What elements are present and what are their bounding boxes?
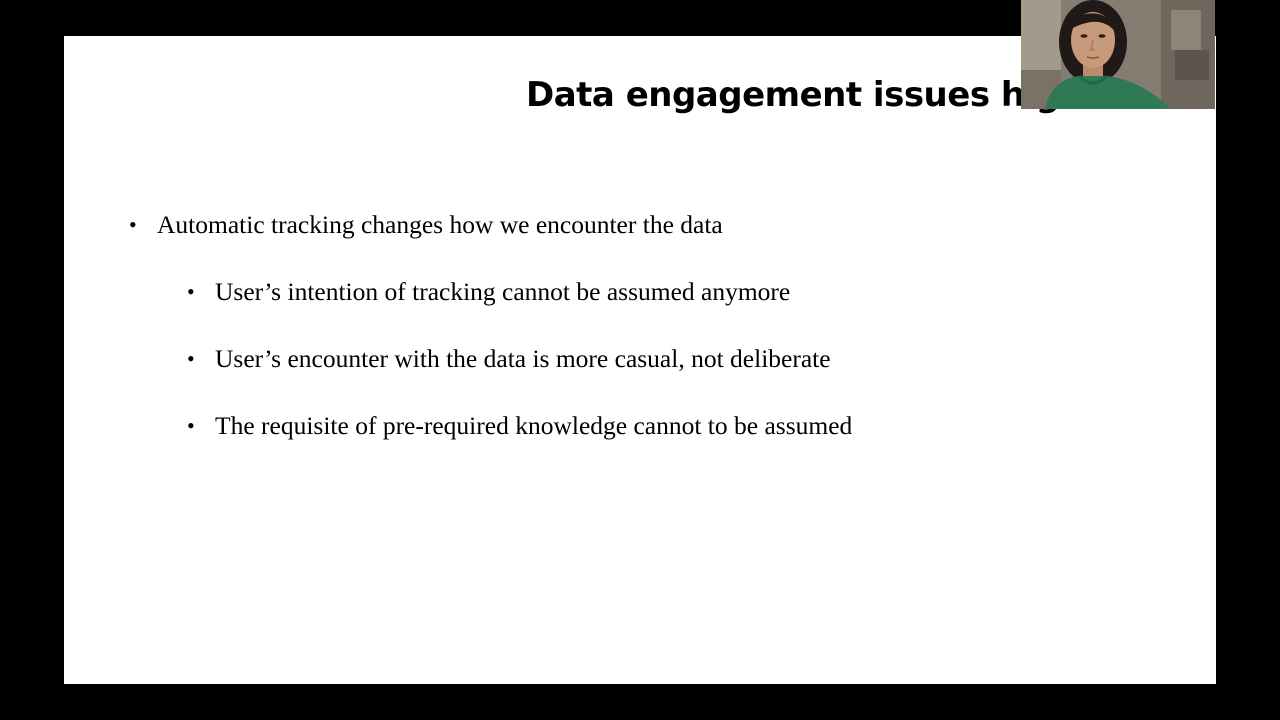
bullet-marker: • [129, 212, 137, 237]
slide: Data engagement issues hig • Automatic t… [64, 36, 1216, 684]
bullet-text: Automatic tracking changes how we encoun… [157, 210, 723, 239]
webcam-video-feed[interactable] [1021, 0, 1215, 109]
sub-bullet-text: The requisite of pre-required knowledge … [215, 411, 853, 440]
sub-bullet-item: • User’s encounter with the data is more… [187, 341, 831, 377]
bullet-marker: • [187, 413, 195, 438]
slide-title: Data engagement issues hig [526, 75, 1060, 115]
sub-bullet-item: • User’s intention of tracking cannot be… [187, 274, 791, 310]
sub-bullet-text: User’s encounter with the data is more c… [215, 344, 831, 373]
bullet-marker: • [187, 279, 195, 304]
person-video-icon [1021, 0, 1215, 109]
bullet-marker: • [187, 346, 195, 371]
sub-bullet-item: • The requisite of pre-required knowledg… [187, 408, 853, 444]
sub-bullet-text: User’s intention of tracking cannot be a… [215, 277, 791, 306]
bullet-item: • Automatic tracking changes how we enco… [129, 207, 723, 243]
